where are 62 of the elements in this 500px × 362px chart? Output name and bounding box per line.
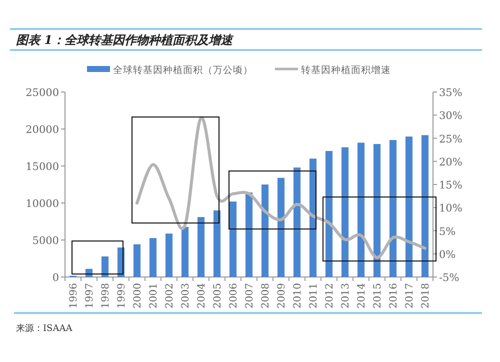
y2-tick-label: 5% bbox=[439, 226, 456, 238]
chart-title: 图表 1：全球转基因作物种植面积及增速 bbox=[16, 33, 235, 47]
x-tick-label: 2007 bbox=[244, 283, 256, 308]
x-tick-label: 2012 bbox=[324, 283, 336, 308]
x-tick-label: 2009 bbox=[276, 283, 288, 308]
x-tick-label: 2015 bbox=[372, 283, 384, 308]
x-tick-label: 1999 bbox=[116, 283, 128, 308]
bar bbox=[213, 210, 221, 277]
bar bbox=[293, 167, 301, 277]
y2-tick-label: -5% bbox=[439, 272, 460, 284]
x-tick-label: 2013 bbox=[340, 283, 352, 308]
bar bbox=[373, 144, 381, 277]
bar bbox=[101, 256, 109, 277]
x-tick-label: 2010 bbox=[292, 283, 304, 308]
bar bbox=[405, 136, 413, 277]
x-tick-label: 2006 bbox=[228, 283, 240, 308]
x-tick-label: 2014 bbox=[356, 283, 368, 308]
bar bbox=[165, 234, 173, 277]
x-tick-label: 2003 bbox=[180, 283, 192, 308]
y2-tick-label: 30% bbox=[439, 110, 462, 122]
x-tick-label: 2004 bbox=[196, 283, 208, 308]
line-series bbox=[136, 116, 426, 260]
y-tick-label: 5000 bbox=[32, 235, 59, 247]
y2-tick-label: 35% bbox=[439, 87, 462, 99]
y2-tick-label: 10% bbox=[439, 202, 462, 215]
y2-tick-label: 0% bbox=[439, 248, 456, 261]
x-tick-label: 2000 bbox=[132, 283, 144, 308]
x-tick-label: 2017 bbox=[404, 283, 416, 308]
bar bbox=[357, 142, 365, 277]
x-tick-label: 1998 bbox=[100, 283, 112, 308]
bar bbox=[261, 184, 269, 277]
bar bbox=[277, 178, 285, 277]
x-tick-label: 2011 bbox=[308, 283, 320, 308]
bar bbox=[197, 217, 205, 277]
x-tick-label: 2001 bbox=[148, 283, 160, 308]
bar bbox=[389, 140, 397, 277]
x-tick-label: 1996 bbox=[68, 283, 80, 308]
bar bbox=[245, 192, 253, 277]
x-tick-label: 2005 bbox=[212, 283, 224, 308]
y-tick-label: 10000 bbox=[26, 198, 59, 210]
y-tick-label: 0 bbox=[52, 272, 59, 284]
y-tick-label: 15000 bbox=[26, 161, 59, 173]
y2-tick-label: 25% bbox=[439, 133, 462, 146]
y-tick-label: 20000 bbox=[26, 124, 59, 136]
bar bbox=[181, 226, 189, 277]
y-tick-label: 25000 bbox=[26, 87, 59, 99]
x-tick-label: 2002 bbox=[164, 283, 176, 308]
x-tick-label: 1997 bbox=[84, 283, 96, 308]
legend-label: 全球转基因种植面积（万公顷） bbox=[113, 64, 253, 76]
x-tick-label: 2008 bbox=[260, 283, 272, 308]
x-tick-label: 2018 bbox=[420, 283, 432, 308]
y2-tick-label: 15% bbox=[439, 180, 462, 192]
bar bbox=[325, 150, 333, 277]
y2-tick-label: 20% bbox=[439, 156, 462, 168]
bar bbox=[133, 244, 141, 277]
bar bbox=[229, 202, 237, 277]
legend-label: 转基因种植面积增速 bbox=[301, 64, 391, 76]
x-tick-label: 2016 bbox=[388, 283, 400, 308]
bar bbox=[421, 135, 429, 277]
source-note: 来源：ISAAA bbox=[16, 323, 73, 334]
bar bbox=[341, 147, 349, 277]
bar bbox=[149, 238, 157, 277]
